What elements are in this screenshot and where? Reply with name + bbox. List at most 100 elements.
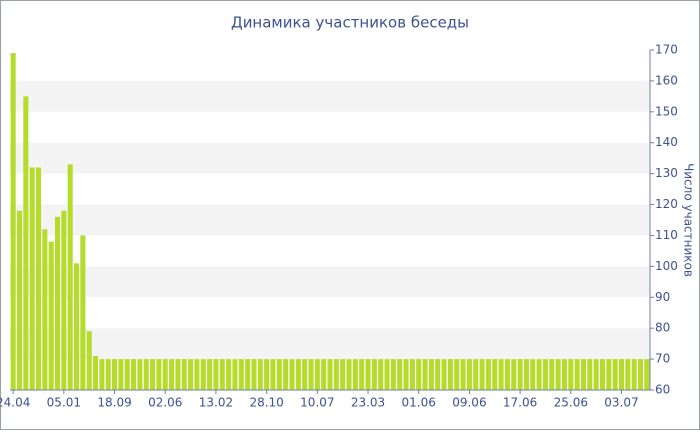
bar [631,359,637,390]
bar [314,359,320,390]
bar [10,53,16,390]
x-tick-label: 24.04 [0,396,30,410]
bar [409,359,415,390]
bar [479,359,485,390]
bar [511,359,517,390]
x-tick-label: 23.03 [351,396,385,410]
bar [143,359,149,390]
bar [61,210,67,390]
x-tick-label: 18.09 [97,396,131,410]
bar [340,359,346,390]
bar [213,359,219,390]
bar [466,359,472,390]
x-tick-label: 02.06 [148,396,182,410]
bar [112,359,118,390]
bar [162,359,168,390]
bar [549,359,555,390]
bar [612,359,618,390]
y-tick-label: 130 [655,166,678,180]
bar [289,359,295,390]
bar [371,359,377,390]
grid-band [10,142,650,174]
bar [232,359,238,390]
grid-band [10,80,650,112]
bar [365,359,371,390]
bar [302,359,308,390]
y-tick-label: 80 [655,321,670,335]
x-tick-label: 17.06 [503,396,537,410]
bar [169,359,175,390]
x-tick-label: 03.07 [604,396,638,410]
bar [276,359,282,390]
bar [226,359,232,390]
y-axis-title: Число участников [682,163,696,277]
bar [561,359,567,390]
bar [397,359,403,390]
bar [618,359,625,390]
bar [238,359,244,390]
bar [333,359,339,390]
bar [219,359,225,390]
x-tick-label: 13.02 [199,396,233,410]
y-tick-label: 160 [655,73,678,87]
bar [637,359,644,390]
bar [194,359,200,390]
y-tick-label: 60 [655,383,670,397]
bar [308,359,314,390]
bar [593,359,599,390]
bar [644,359,650,390]
bar [422,359,428,390]
bar [137,359,143,390]
grid-band [10,328,650,360]
y-tick-label: 170 [655,43,678,57]
bar [390,359,396,390]
chart-title: Динамика участников беседы [231,14,469,32]
bar [257,359,263,390]
x-tick-label: 10.07 [300,396,334,410]
x-tick-label: 28.10 [249,396,283,410]
bar [460,359,466,390]
bar [283,359,289,390]
bar [42,229,48,390]
bar [346,359,352,390]
bar [542,359,548,390]
bar [574,359,580,390]
bar [384,359,390,390]
bar [150,359,156,390]
bar [251,359,257,390]
bar [321,359,327,390]
bar [131,359,137,390]
bar [295,359,301,390]
bar [188,359,194,390]
bar [435,359,441,390]
grid-band [10,266,650,298]
x-tick-label: 09.06 [452,396,486,410]
x-tick-label: 01.06 [402,396,436,410]
bar [23,96,29,390]
y-tick-label: 70 [655,352,670,366]
bar [86,331,92,390]
bar [416,359,422,390]
bar [517,359,523,390]
bar [74,263,80,390]
bar [118,359,124,390]
bar [530,359,536,390]
bar [492,359,498,390]
bar [454,359,460,390]
bar [264,359,270,390]
bar [536,359,542,390]
bar [93,356,99,390]
bar [625,359,631,390]
bar [48,241,54,390]
bar [580,359,586,390]
bar [555,359,561,390]
bar [606,359,612,390]
bar [67,164,73,390]
bar [441,359,447,390]
bar [181,359,187,390]
bar [200,359,206,390]
bar [447,359,453,390]
y-tick-label: 110 [655,228,678,242]
x-tick-label: 05.01 [47,396,81,410]
